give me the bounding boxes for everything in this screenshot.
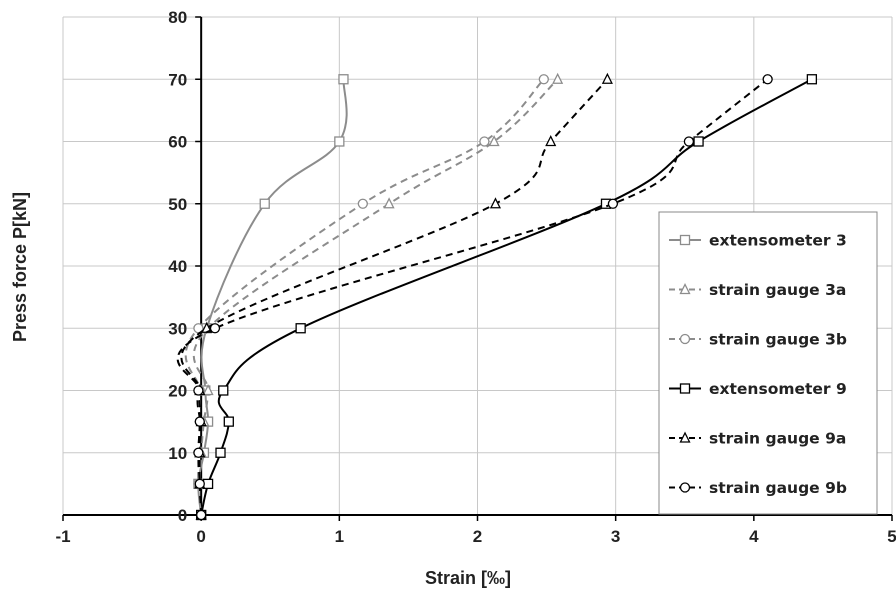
series-group: [176, 72, 818, 521]
data-point-marker: [196, 509, 207, 521]
series-line: [176, 78, 769, 516]
legend-label: extensometer 3: [709, 232, 847, 250]
data-point-marker: [806, 74, 818, 85]
y-tick-label: 60: [168, 133, 187, 152]
legend-swatch-marker: [679, 482, 691, 493]
series-extensometer-9: [196, 74, 818, 521]
data-point-marker: [488, 135, 500, 147]
data-point-marker: [193, 385, 204, 396]
legend: extensometer 3 strain gauge 3a strain gaug…: [658, 211, 878, 515]
series-line: [197, 79, 348, 516]
x-tick-label: 4: [749, 527, 759, 546]
y-tick-label: 80: [168, 8, 187, 27]
data-point-marker: [383, 197, 395, 209]
series-strain-gauge-9b: [176, 74, 773, 521]
data-point-marker: [552, 72, 564, 84]
x-axis-title: Strain [‰]: [425, 568, 511, 588]
legend-item: strain gauge 3a: [669, 281, 846, 299]
x-tick-label: 2: [473, 527, 482, 546]
data-point-marker: [338, 74, 349, 85]
legend-label: strain gauge 3a: [709, 281, 846, 299]
data-point-marker: [218, 385, 229, 396]
legend-box: [658, 211, 878, 515]
series-line: [180, 78, 609, 516]
data-point-marker: [357, 198, 368, 209]
x-tick-label: -1: [55, 527, 70, 546]
data-point-marker: [489, 197, 502, 209]
data-point-marker: [194, 478, 205, 490]
data-point-marker: [545, 135, 557, 147]
data-point-marker: [334, 136, 345, 147]
x-tick-label: 3: [611, 527, 620, 546]
legend-label: extensometer 9: [709, 380, 847, 398]
y-axis-title: Press force P[kN]: [10, 192, 30, 342]
y-tick-label: 10: [168, 444, 187, 463]
y-tick-label: 30: [168, 319, 187, 338]
legend-item: strain gauge 9b: [669, 479, 847, 497]
y-tick-label: 70: [168, 70, 187, 89]
data-point-marker: [202, 384, 214, 396]
x-tick-label: 5: [887, 527, 896, 546]
y-tick-label: 0: [178, 506, 187, 525]
data-point-marker: [693, 136, 704, 147]
series-line: [200, 78, 813, 516]
data-point-marker: [295, 323, 306, 334]
y-tick-label: 40: [168, 257, 187, 276]
legend-label: strain gauge 9a: [709, 430, 846, 448]
data-point-marker: [683, 136, 695, 147]
y-tick-label: 50: [168, 195, 187, 214]
data-point-marker: [223, 416, 234, 427]
data-point-marker: [215, 447, 226, 458]
data-point-marker: [259, 198, 270, 209]
legend-swatch-marker: [679, 383, 691, 394]
legend-label: strain gauge 9b: [709, 479, 847, 497]
legend-item: strain gauge 3b: [669, 331, 847, 349]
data-point-marker: [538, 74, 549, 85]
data-point-marker: [607, 198, 619, 209]
data-point-marker: [762, 74, 773, 85]
x-tick-label: 1: [335, 527, 344, 546]
legend-swatch-marker: [679, 333, 691, 345]
legend-label: strain gauge 3b: [709, 331, 847, 349]
legend-item: extensometer 9: [669, 380, 847, 398]
legend-swatch-marker: [679, 234, 691, 246]
legend-swatch-marker: [679, 283, 691, 295]
data-point-marker: [209, 323, 221, 334]
y-tick-label: 20: [168, 382, 187, 401]
legend-item: extensometer 3: [669, 232, 847, 250]
data-point-marker: [601, 72, 613, 84]
data-point-marker: [194, 416, 205, 427]
legend-swatch-marker: [679, 431, 691, 443]
data-point-marker: [193, 447, 204, 458]
x-tick-label: 0: [196, 527, 205, 546]
data-point-marker: [479, 136, 490, 147]
legend-item: strain gauge 9a: [669, 430, 846, 448]
